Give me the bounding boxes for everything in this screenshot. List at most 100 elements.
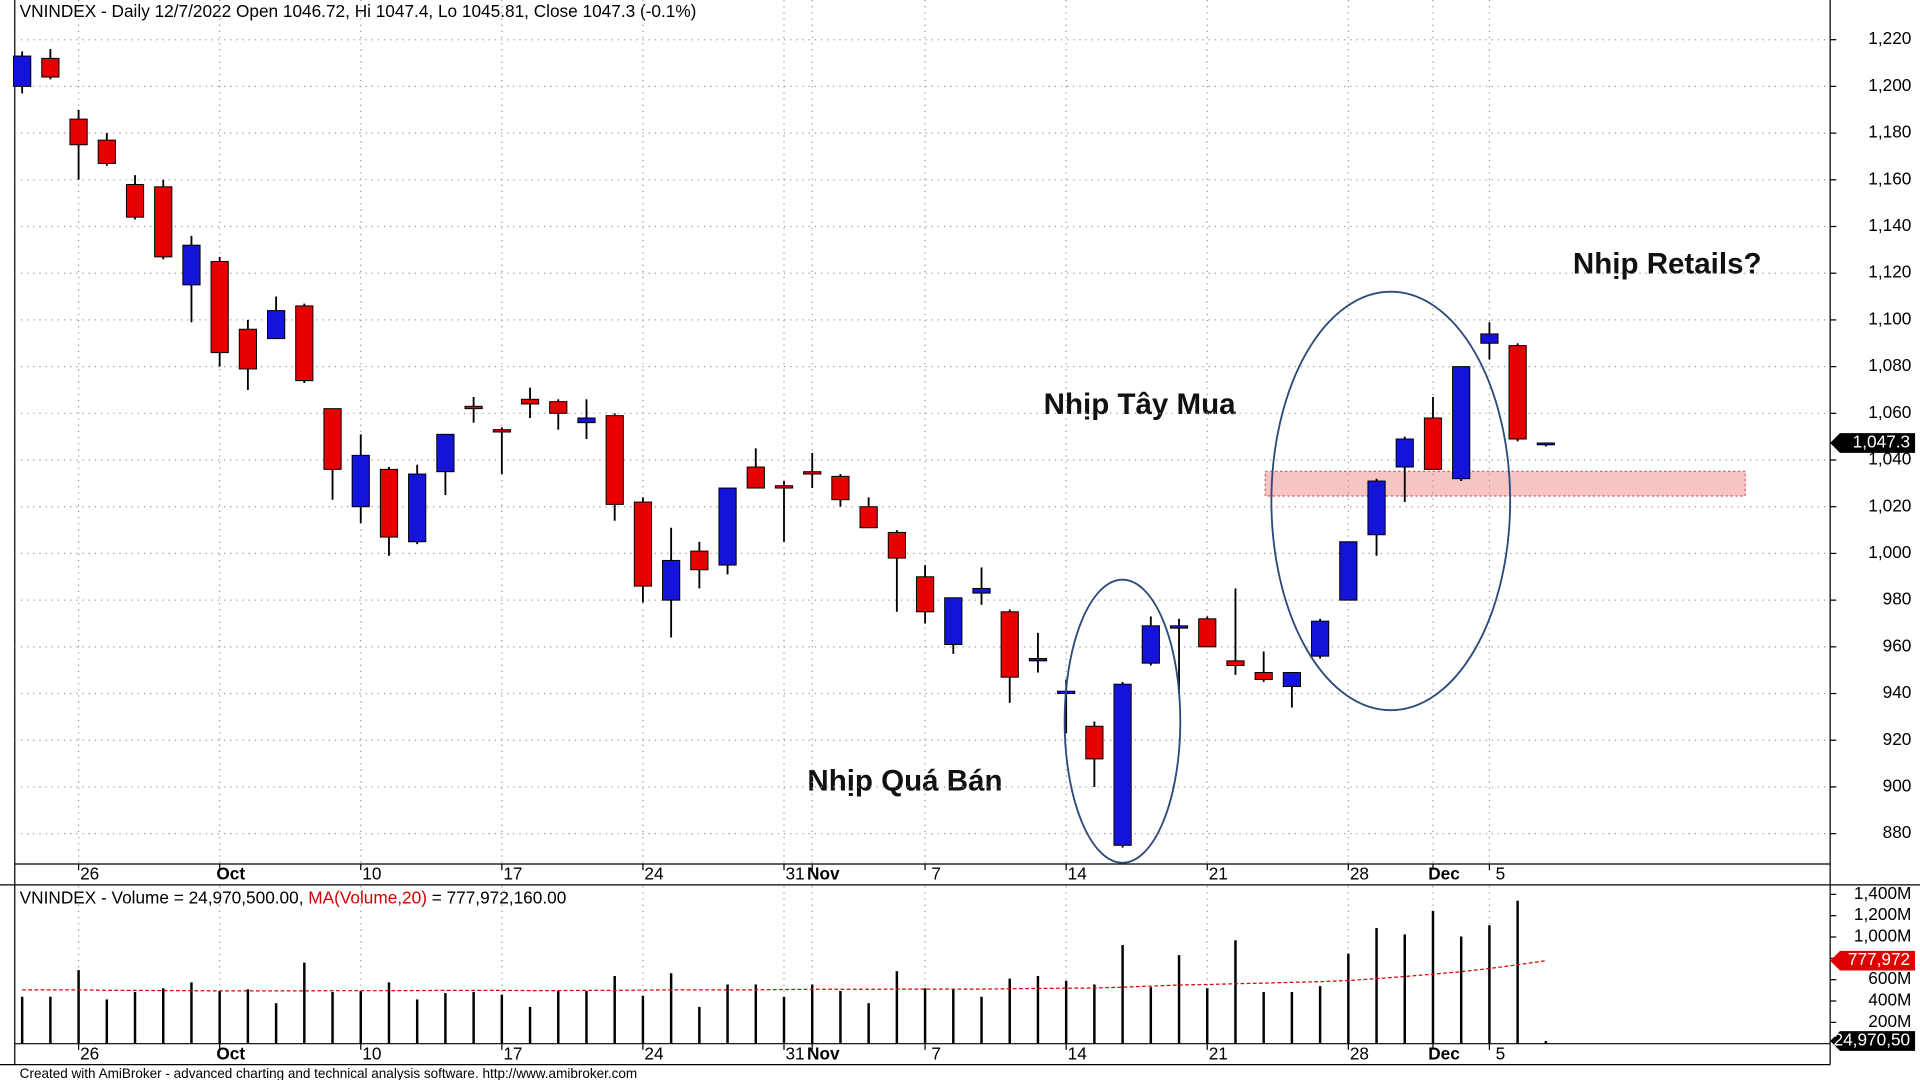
candle-body — [1198, 618, 1217, 648]
candle-body — [210, 261, 229, 354]
x-tick-label: 14 — [1068, 864, 1088, 884]
y-tick-label: 1,020 — [1868, 495, 1911, 515]
annotation: Nhịp Quá Bán — [807, 765, 1002, 798]
candle-body — [520, 398, 540, 405]
candle-body — [944, 597, 963, 645]
value-badge — [1830, 950, 1916, 971]
y-tick-label: 1,120 — [1868, 262, 1911, 282]
candle-body — [436, 433, 455, 473]
x-tick-label: 31 — [785, 864, 804, 884]
y-tick-label: 1,200 — [1868, 75, 1911, 95]
candle-body — [379, 468, 399, 538]
candle-body — [464, 405, 483, 410]
x-tick-label: 26 — [80, 864, 99, 884]
y-tick-label: 1,080 — [1868, 355, 1911, 375]
candle-body — [1282, 672, 1302, 688]
volume-title-part: VNINDEX - Volume = 24,970,500.00, — [20, 887, 309, 907]
highlight-ellipse — [1270, 290, 1512, 712]
x-tick-label: Oct — [216, 1043, 245, 1063]
x-tick-label: 21 — [1209, 1043, 1228, 1063]
x-tick-label: 21 — [1209, 864, 1228, 884]
candle-body — [774, 485, 794, 489]
candle-body — [1423, 417, 1443, 470]
candle-body — [97, 139, 116, 164]
candle-body — [859, 506, 878, 529]
candle-body — [69, 118, 88, 146]
volume-title-part: = 777,972,160.00 — [427, 887, 566, 907]
x-tick-label: Nov — [807, 1043, 840, 1063]
candle-body — [1226, 660, 1245, 667]
candle-body — [125, 183, 145, 218]
candle-body — [295, 305, 314, 382]
y-tick-label: 1,200M — [1854, 904, 1911, 924]
value-badge-label: 1,047.3 — [1853, 432, 1910, 452]
candle-body — [351, 454, 370, 508]
x-tick-label: 17 — [503, 1043, 522, 1063]
x-tick-label: 28 — [1350, 1043, 1369, 1063]
x-tick-label: 7 — [931, 1043, 941, 1063]
y-tick-label: 980 — [1883, 589, 1912, 609]
x-tick-label: 24 — [644, 864, 664, 884]
candle-body — [1254, 672, 1273, 681]
candle-body — [605, 415, 624, 505]
candle-body — [662, 559, 681, 601]
x-tick-label: 28 — [1350, 864, 1369, 884]
candle-body — [549, 401, 568, 414]
value-badge — [1830, 1031, 1916, 1051]
volume-title-ma: MA(Volume,20) — [308, 887, 427, 907]
candle-body — [492, 429, 511, 433]
candle-body — [1367, 480, 1386, 536]
y-tick-label: 200M — [1868, 1011, 1911, 1031]
candle-body — [1311, 620, 1330, 657]
support-zone — [1264, 470, 1746, 497]
candle-body — [718, 487, 737, 566]
y-tick-label: 960 — [1883, 635, 1912, 655]
candle-body — [746, 466, 765, 489]
y-tick-label: 920 — [1883, 729, 1912, 749]
candle-body — [1395, 438, 1414, 468]
candle-body — [1169, 625, 1189, 629]
x-tick-label: 10 — [362, 1043, 381, 1063]
y-tick-label: 1,160 — [1868, 168, 1911, 188]
y-tick-label: 400M — [1868, 990, 1911, 1010]
x-tick-label: 14 — [1068, 1043, 1088, 1063]
candle-body — [182, 244, 201, 286]
candle-body — [577, 417, 596, 424]
candle-body — [1480, 333, 1499, 344]
candle-body — [1000, 611, 1019, 678]
candle-body — [1452, 366, 1471, 480]
y-tick-label: 600M — [1868, 968, 1911, 988]
y-tick-label: 1,000 — [1868, 542, 1911, 562]
candle-body — [972, 587, 991, 594]
annotation: Nhịp Tây Mua — [1044, 388, 1236, 421]
candle-body — [1536, 442, 1555, 446]
candle-body — [1508, 345, 1527, 440]
y-tick-label: 1,140 — [1868, 215, 1911, 235]
x-tick-label: 24 — [644, 1043, 664, 1063]
candle-body — [323, 408, 342, 470]
candle-body — [266, 310, 286, 340]
candle-body — [1113, 683, 1132, 846]
y-tick-label: 1,060 — [1868, 402, 1911, 422]
candle-body — [408, 473, 427, 543]
x-tick-label: 5 — [1496, 1043, 1506, 1063]
y-tick-label: 1,040 — [1868, 449, 1911, 469]
candle-body — [1085, 725, 1104, 760]
candle-body — [238, 328, 257, 370]
ma-line — [22, 960, 1546, 992]
candle-body — [831, 475, 850, 501]
value-badge — [1830, 433, 1916, 453]
candle-body — [915, 576, 935, 613]
footer: Created with AmiBroker - advanced charti… — [20, 1066, 637, 1080]
x-tick-label: 7 — [931, 864, 941, 884]
y-tick-label: 1,100 — [1868, 308, 1911, 328]
y-tick-label: 1,000M — [1854, 926, 1911, 946]
price-title: VNINDEX - Daily 12/7/2022 Open 1046.72, … — [20, 1, 697, 21]
candle-body — [803, 471, 822, 475]
y-tick-label: 940 — [1883, 682, 1912, 702]
candle-body — [41, 57, 60, 78]
x-tick-label: 31 — [785, 1043, 804, 1063]
x-tick-label: Oct — [216, 864, 245, 884]
